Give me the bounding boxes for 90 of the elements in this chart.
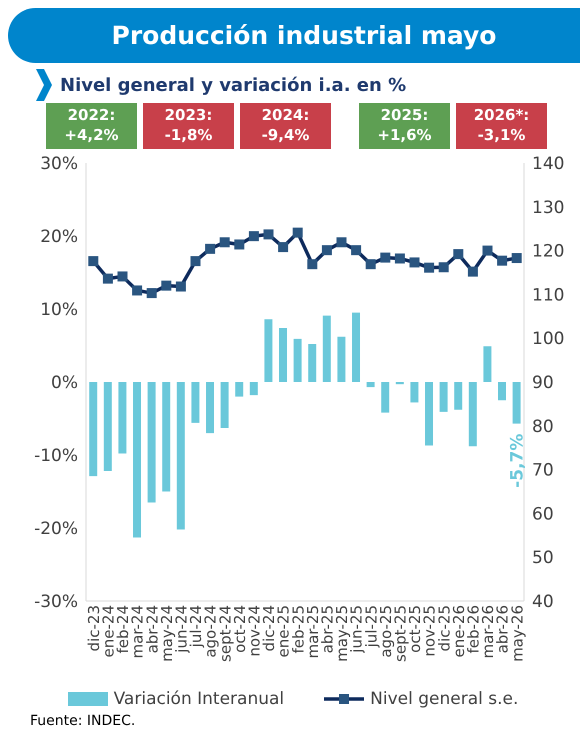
y2-tick-label: 90 — [532, 373, 554, 394]
y2-tick-label: 100 — [532, 329, 564, 350]
bar — [104, 382, 112, 472]
bar — [264, 319, 272, 382]
bar — [352, 312, 360, 382]
y2-tick-label: 140 — [532, 154, 564, 174]
y-tick-label: 20% — [40, 227, 78, 248]
point — [336, 237, 346, 248]
text: 2026*: -3,1% — [472, 105, 530, 145]
point — [278, 242, 288, 252]
bar — [176, 382, 185, 530]
point — [190, 256, 200, 266]
bar — [279, 328, 288, 382]
bar — [250, 382, 258, 396]
x-tick-label: jul-25 — [362, 605, 380, 648]
bar — [191, 382, 200, 423]
bar — [410, 382, 418, 402]
x-tick-label: jul-24 — [187, 605, 206, 648]
bar — [220, 382, 229, 428]
legend-label: Nivel general s.e. — [370, 689, 518, 709]
bar — [483, 346, 492, 382]
bar — [512, 382, 521, 424]
y-tick-label: -10% — [34, 446, 78, 466]
y2-tick-label: 110 — [532, 285, 564, 306]
bar — [425, 382, 434, 446]
point — [132, 285, 142, 296]
y2-tick-label: 50 — [532, 548, 554, 568]
point — [307, 259, 318, 270]
point — [248, 231, 259, 242]
point — [512, 253, 522, 264]
bar — [366, 382, 375, 388]
text: 2024: -9,4% — [260, 105, 310, 145]
point — [438, 262, 449, 272]
point — [234, 239, 244, 250]
bar — [162, 382, 170, 492]
bar — [206, 382, 214, 434]
point — [220, 237, 230, 248]
point — [176, 282, 186, 292]
bar — [454, 382, 462, 410]
bar — [468, 382, 477, 446]
bar — [322, 316, 331, 382]
point — [482, 246, 492, 256]
point — [410, 257, 420, 268]
y2-tick-label: 70 — [532, 460, 554, 481]
bar — [440, 382, 448, 412]
point — [264, 229, 274, 240]
point — [102, 274, 113, 284]
bar — [133, 382, 142, 538]
bar — [118, 382, 126, 454]
point — [322, 245, 332, 256]
point — [380, 252, 390, 263]
y-tick-label: 0% — [51, 373, 78, 394]
bar — [337, 336, 346, 382]
point — [453, 249, 464, 260]
bar — [89, 382, 98, 476]
y2-tick-label: 130 — [532, 198, 564, 218]
bar — [148, 382, 156, 502]
point — [366, 259, 376, 270]
y2-tick-label: 40 — [532, 592, 554, 612]
point — [468, 266, 478, 277]
y2-tick-label: 80 — [532, 416, 554, 437]
y2-tick-label: 120 — [532, 242, 564, 262]
point — [161, 280, 172, 291]
text: 2022: +4,2% — [63, 105, 120, 145]
text: 2023: -1,8% — [164, 105, 214, 145]
y2-tick-label: 60 — [532, 504, 554, 524]
y-tick-label: -20% — [34, 519, 78, 540]
bar — [381, 382, 390, 413]
point — [351, 245, 362, 256]
bar — [308, 344, 316, 382]
text: 2025: +1,6% — [376, 105, 433, 145]
point — [497, 256, 508, 266]
bar — [235, 382, 244, 397]
point — [424, 262, 434, 273]
bar — [294, 338, 302, 382]
data-label: -5,7% — [508, 434, 528, 488]
point — [292, 228, 303, 238]
y-tick-label: 30% — [40, 154, 78, 174]
y-tick-label: 10% — [40, 300, 78, 320]
point — [88, 256, 98, 266]
point — [146, 288, 157, 298]
point — [394, 253, 405, 264]
point — [205, 244, 216, 254]
y-tick-label: -30% — [34, 592, 78, 612]
legend-label: Variación Interanual — [114, 689, 284, 709]
source-note: Fuente: INDEC. — [30, 713, 136, 729]
chart-subtitle: Nivel general y variación i.a. en % — [60, 74, 406, 96]
point — [118, 271, 128, 282]
bar — [498, 382, 506, 400]
chart-title: Producción industrial mayo — [8, 8, 580, 63]
